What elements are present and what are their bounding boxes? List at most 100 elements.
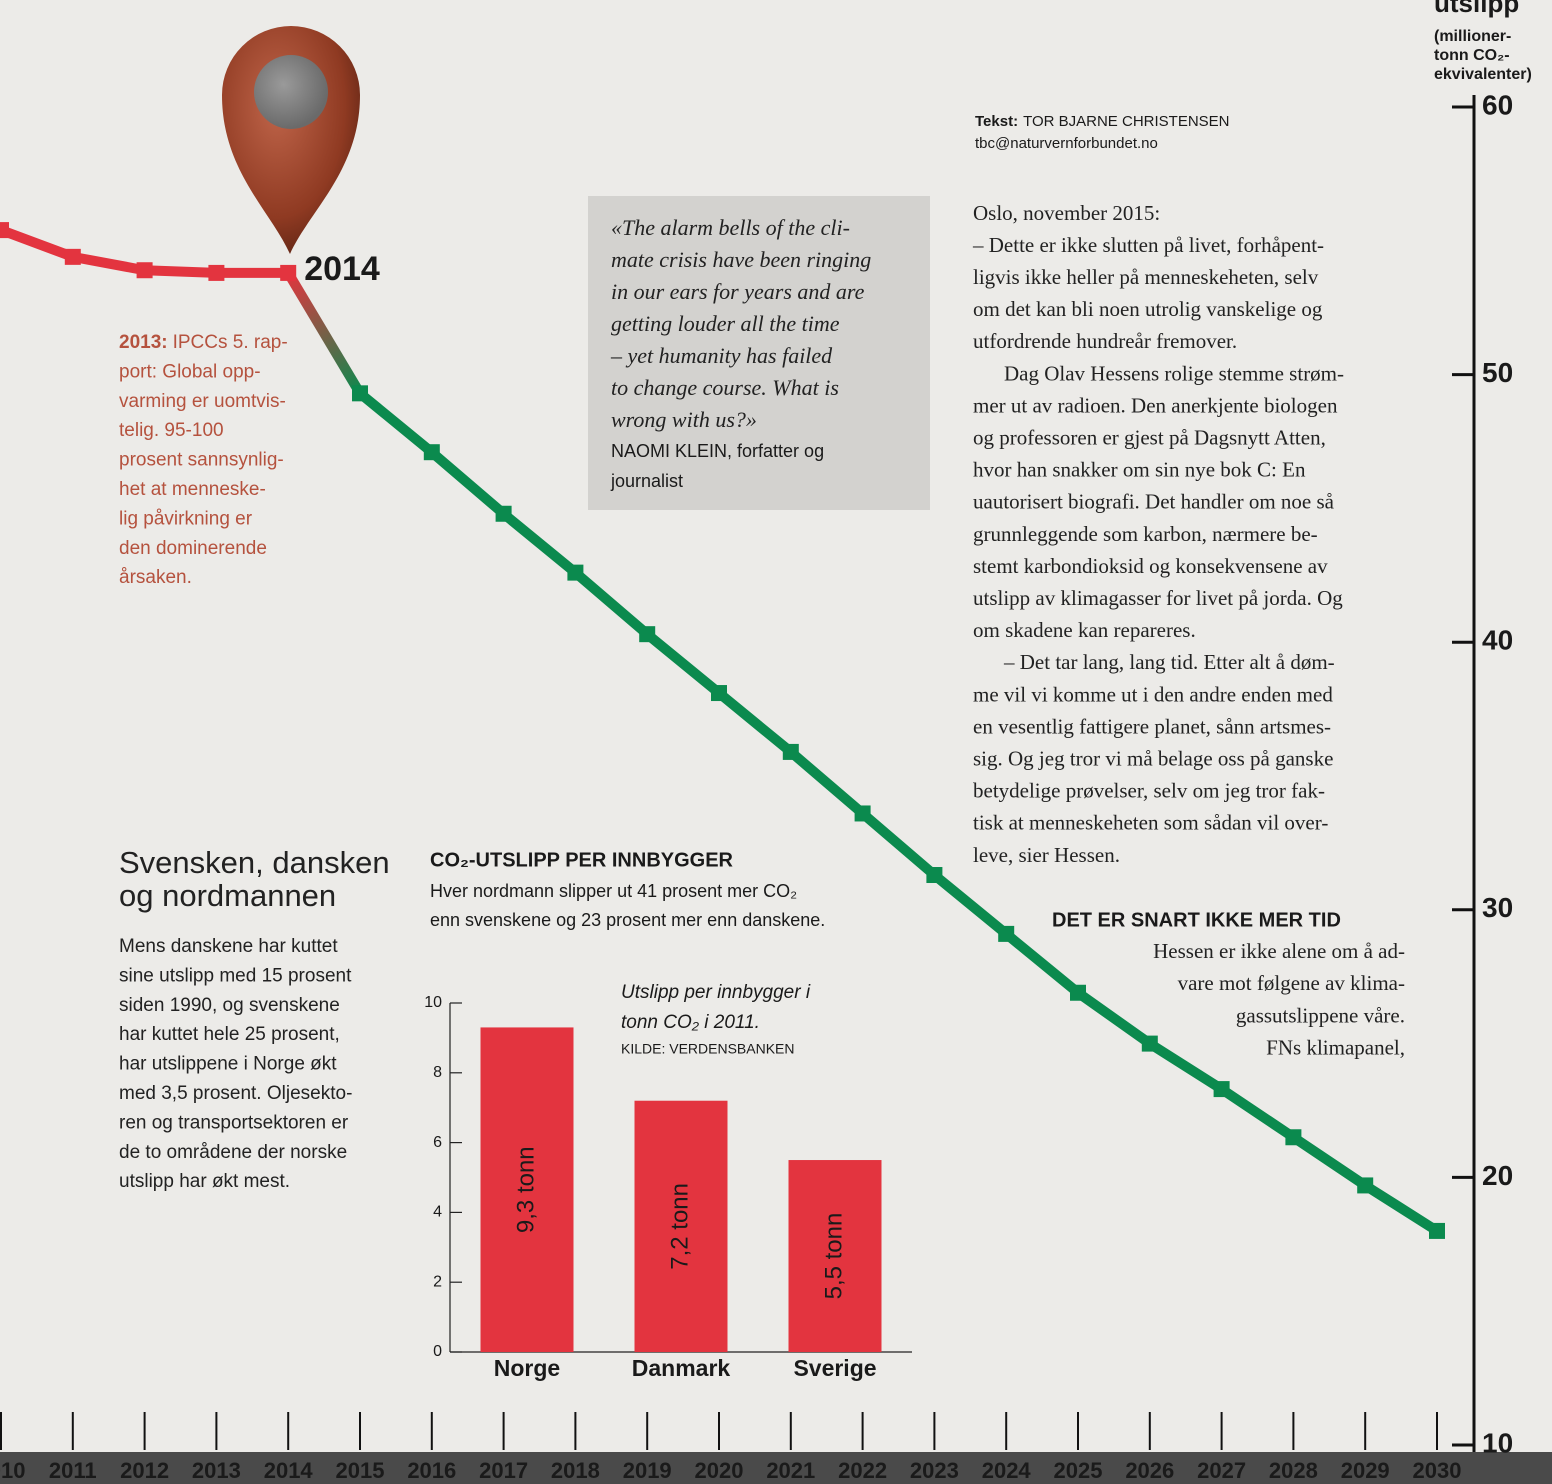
annotation-line: lig påvirkning er xyxy=(119,508,253,529)
y-tick-label: 0 xyxy=(433,1343,442,1360)
y-tick-label: 10 xyxy=(1482,1427,1513,1458)
quote-line: mate crisis have been ringing xyxy=(611,247,871,272)
x-tick-label: Sverige xyxy=(793,1355,876,1381)
pin-hole xyxy=(254,55,328,129)
marker xyxy=(639,626,655,642)
chart-subtitle: enn svenskene og 23 prosent mer enn dans… xyxy=(430,910,825,930)
body-line: Oslo, november 2015: xyxy=(973,201,1160,225)
closing-line: vare mot følgene av klima- xyxy=(1178,971,1405,995)
marker xyxy=(926,867,942,883)
body-line: hvor han snakker om sin nye bok C: En xyxy=(973,458,1306,482)
y-axis-label: tonn CO₂- xyxy=(1434,47,1510,64)
body-line: en vesentlig fattigere planet, sånn arts… xyxy=(973,714,1331,738)
x-tick-label: 2026 xyxy=(1125,1458,1174,1483)
marker xyxy=(783,744,799,760)
chart-title: CO₂-UTSLIPP PER INNBYGGER xyxy=(430,849,734,871)
annotation-lead: 2013: xyxy=(119,332,168,353)
x-tick-label: 2022 xyxy=(838,1458,887,1483)
y-tick-label: 40 xyxy=(1482,625,1513,656)
body-line: betydelige prøvelser, selv om jeg tror f… xyxy=(973,779,1325,803)
x-tick-label: 2016 xyxy=(407,1458,456,1483)
body-line: sig. Og jeg tror vi må belage oss på gan… xyxy=(973,747,1333,771)
x-tick-label: 2029 xyxy=(1341,1458,1390,1483)
y-axis-label: (millioner- xyxy=(1434,28,1511,45)
sidebar-line: ren og transportsektoren er xyxy=(119,1112,349,1133)
marker xyxy=(1214,1081,1230,1097)
marker xyxy=(208,265,224,281)
body-line: grunnleggende som karbon, nærmere be- xyxy=(973,522,1318,546)
marker xyxy=(1357,1177,1373,1193)
body-line: leve, sier Hessen. xyxy=(973,843,1120,867)
email: tbc@naturvernforbundet.no xyxy=(975,135,1158,152)
annotation-text: IPCCs 5. rap- xyxy=(173,332,288,353)
annotation-line: port: Global opp- xyxy=(119,361,261,382)
byline-name: TOR BJARNE CHRISTENSEN xyxy=(1023,113,1229,130)
marker xyxy=(711,685,727,701)
y-tick-label: 6 xyxy=(433,1134,442,1151)
chart-subtitle: Hver nordmann slipper ut 41 prosent mer … xyxy=(430,881,797,901)
y-axis-label: utslipp xyxy=(1434,0,1519,18)
marker xyxy=(1285,1129,1301,1145)
marker xyxy=(855,805,871,821)
x-tick-label: 2021 xyxy=(766,1458,815,1483)
quote-attribution: NAOMI KLEIN, forfatter og xyxy=(611,441,824,461)
body-line: uautorisert biografi. Det handler om noe… xyxy=(973,490,1335,514)
x-tick-label: 2028 xyxy=(1269,1458,1318,1483)
marker xyxy=(1429,1223,1445,1239)
x-tick-label: 2015 xyxy=(336,1458,385,1483)
marker xyxy=(0,222,9,238)
x-tick-label: 2019 xyxy=(623,1458,672,1483)
quote-line: – yet humanity has failed xyxy=(610,343,833,368)
body-line: mer ut av radioen. Den anerkjente biolog… xyxy=(973,393,1338,417)
chart-source: KILDE: VERDENSBANKEN xyxy=(621,1041,795,1057)
x-tick-label: Norge xyxy=(494,1355,560,1381)
x-tick-label: 2011 xyxy=(49,1458,97,1483)
body-line: – Det tar lang, lang tid. Etter alt å dø… xyxy=(1003,650,1335,674)
x-tick-label: 2014 xyxy=(264,1458,314,1483)
body-line: utslipp av klimagasser for livet på jord… xyxy=(973,586,1343,610)
x-tick-label: 2017 xyxy=(479,1458,528,1483)
marker xyxy=(567,565,583,581)
y-tick-label: 20 xyxy=(1482,1160,1513,1191)
y-axis-label: ekvivalenter) xyxy=(1434,66,1532,83)
y-tick-label: 2 xyxy=(433,1273,442,1290)
y-tick-label: 60 xyxy=(1482,89,1513,120)
sidebar-line: sine utslipp med 15 prosent xyxy=(119,965,352,986)
sidebar-line: har utslippene i Norge økt xyxy=(119,1054,337,1075)
body-line: Dag Olav Hessens rolige stemme strøm- xyxy=(1004,361,1344,385)
chart-note: Utslipp per innbygger i xyxy=(621,982,811,1003)
annotation-line: varming er uomtvis- xyxy=(119,391,286,412)
x-tick-label: 2010 xyxy=(0,1458,25,1483)
marker xyxy=(280,265,296,281)
y-tick-label: 50 xyxy=(1482,357,1513,388)
bar-value-label: 5,5 tonn xyxy=(820,1213,847,1300)
annotation-line: 2013:IPCCs 5. rap- xyxy=(119,332,288,353)
sidebar-line: har kuttet hele 25 prosent, xyxy=(119,1024,340,1045)
marker xyxy=(1070,985,1086,1001)
closing-line: Hessen er ikke alene om å ad- xyxy=(1153,939,1405,963)
sidebar-line: utslipp har økt mest. xyxy=(119,1171,290,1192)
y-tick-label: 4 xyxy=(433,1204,442,1221)
sidebar-line: med 3,5 prosent. Oljesekto- xyxy=(119,1083,352,1104)
sidebar-line: siden 1990, og svenskene xyxy=(119,995,340,1016)
sidebar-line: Mens danskene har kuttet xyxy=(119,936,338,957)
quote-line: to change course. What is xyxy=(611,375,839,400)
chart-note: tonn CO₂ i 2011. xyxy=(621,1012,760,1033)
closing-line: gassutslippene våre. xyxy=(1236,1003,1405,1027)
page: Tekst:TOR BJARNE CHRISTENSENtbc@naturver… xyxy=(0,0,1552,1484)
y-tick-label: 8 xyxy=(433,1064,442,1081)
body-line: utfordrende hundreår fremover. xyxy=(973,329,1237,353)
marker xyxy=(137,262,153,278)
x-tick-label: 2012 xyxy=(120,1458,169,1483)
sidebar-heading: og nordmannen xyxy=(119,878,336,913)
x-tick-label: 2024 xyxy=(982,1458,1032,1483)
closing-line: FNs klimapanel, xyxy=(1266,1036,1405,1060)
annotation-line: telig. 95-100 xyxy=(119,420,224,441)
y-tick-label: 10 xyxy=(424,994,442,1011)
marker xyxy=(998,926,1014,942)
annotation-line: het at menneske- xyxy=(119,479,266,500)
marker xyxy=(424,444,440,460)
x-tick-label: Danmark xyxy=(632,1355,731,1381)
quote-line: «The alarm bells of the cli- xyxy=(611,215,850,240)
marker xyxy=(1142,1036,1158,1052)
